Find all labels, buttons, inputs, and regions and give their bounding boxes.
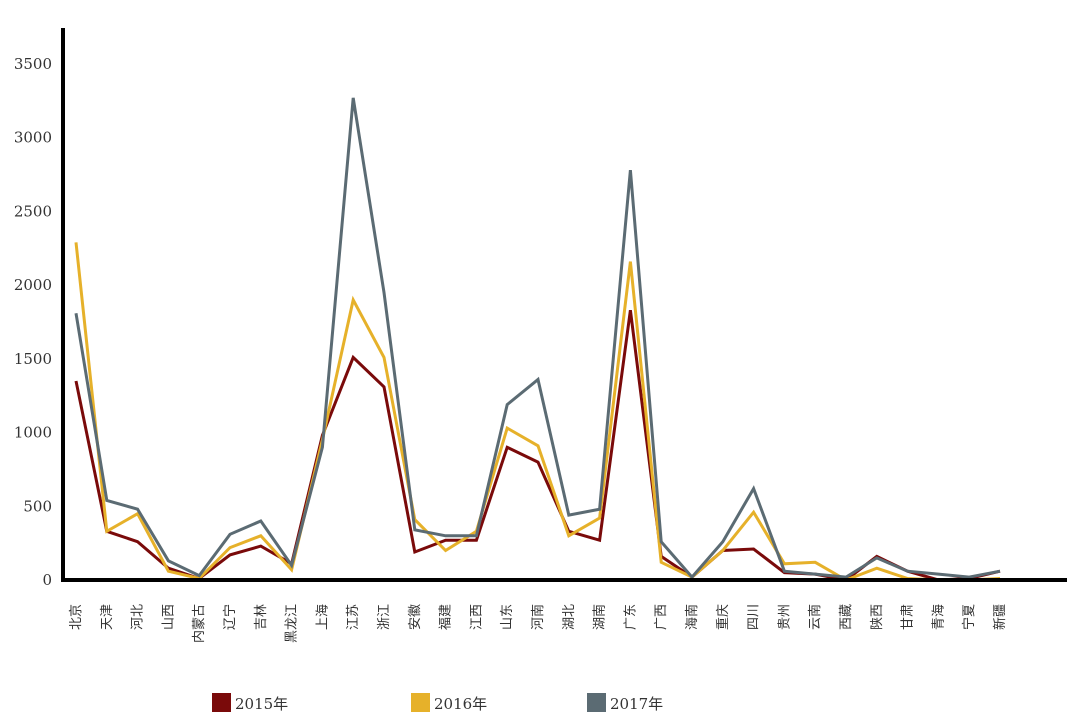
x-tick-label: 北京	[69, 604, 84, 630]
legend-item: 2017年	[587, 693, 663, 713]
legend-label: 2016年	[434, 695, 487, 713]
legend-swatch	[212, 693, 231, 712]
x-tick-label: 天津	[100, 604, 115, 630]
x-tick-label: 辽宁	[222, 604, 238, 630]
y-tick-label: 3000	[14, 129, 52, 147]
legend-item: 2015年	[212, 693, 288, 713]
legend-item: 2016年	[411, 693, 487, 713]
x-tick-label: 吉林	[254, 604, 269, 630]
x-tick-label: 福建	[439, 604, 454, 630]
y-tick-label: 500	[23, 497, 52, 515]
y-tick-label: 2500	[14, 202, 52, 220]
x-tick-label: 宁夏	[961, 604, 977, 630]
x-tick-label: 广东	[623, 604, 638, 630]
x-tick-label: 湖南	[592, 604, 608, 630]
x-tick-label: 新疆	[992, 604, 1008, 630]
y-tick-label: 2000	[14, 276, 52, 294]
series-line-2016年	[74, 242, 1001, 582]
x-axis-ticks: 北京 天津 河北 山西 内蒙古 辽宁 吉林 黑龙江 上海 江苏 浙江 安徽 福建 江西 山东 河南 湖北 湖南 广东…	[69, 604, 1008, 643]
x-tick-label: 河北	[131, 604, 146, 630]
x-tick-label: 安徽	[408, 604, 423, 630]
x-tick-label: 山东	[500, 604, 515, 630]
y-tick-label: 3500	[14, 55, 52, 73]
x-tick-label: 江西	[469, 604, 484, 630]
legend-label: 2017年	[610, 695, 663, 713]
x-tick-label: 重庆	[715, 604, 731, 630]
y-tick-label: 1000	[14, 424, 52, 442]
x-tick-label: 海南	[684, 604, 700, 630]
x-tick-label: 贵州	[777, 604, 792, 630]
x-tick-label: 上海	[315, 604, 330, 630]
x-tick-label: 山西	[161, 604, 176, 630]
series-lines	[74, 97, 1001, 582]
x-tick-label: 甘肃	[901, 604, 916, 630]
x-tick-label: 云南	[807, 604, 823, 630]
x-tick-label: 青海	[931, 604, 946, 630]
x-tick-label: 河南	[530, 604, 546, 630]
y-axis-ticks: 0 500 1000 1500 2000 2500 3000 3500	[14, 55, 52, 589]
x-tick-label: 湖北	[562, 604, 577, 630]
x-tick-label: 浙江	[377, 604, 392, 630]
y-tick-label: 1500	[14, 350, 52, 368]
x-tick-label: 广西	[654, 604, 669, 630]
x-tick-label: 陕西	[870, 604, 885, 630]
legend-swatch	[587, 693, 606, 712]
x-tick-label: 内蒙古	[191, 604, 207, 643]
y-tick-label: 0	[42, 571, 52, 589]
legend-label: 2015年	[235, 695, 288, 713]
x-tick-label: 四川	[747, 604, 762, 630]
series-line-2017年	[74, 97, 1001, 580]
legend: 2015年 2016年 2017年	[212, 693, 663, 713]
x-tick-label: 西藏	[839, 604, 854, 630]
legend-swatch	[411, 693, 430, 712]
x-tick-label: 江苏	[345, 604, 361, 630]
x-tick-label: 黑龙江	[285, 604, 300, 643]
